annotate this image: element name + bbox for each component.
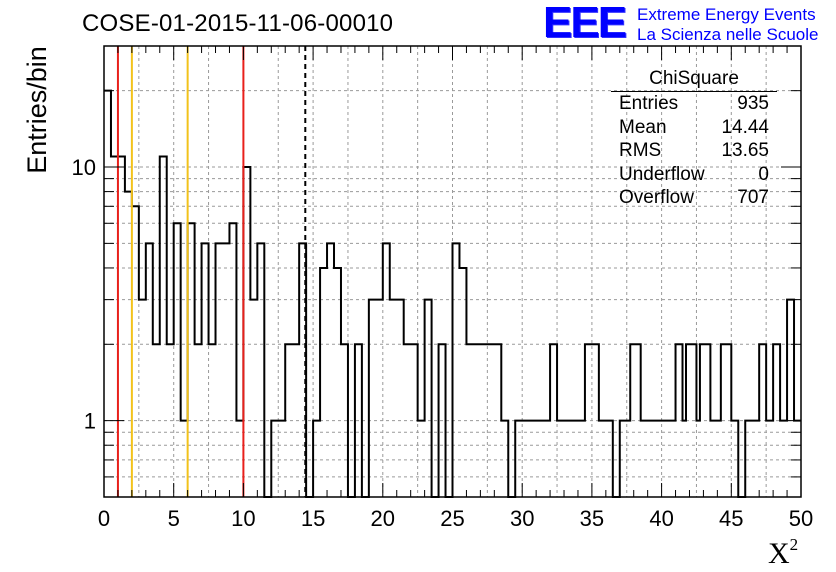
x-tick-label: 50 — [789, 506, 813, 531]
x-axis-label: X2 — [768, 535, 799, 571]
x-tick-label: 45 — [719, 506, 743, 531]
stats-label: Entries — [619, 93, 679, 114]
stats-row-entries: Entries 935 — [611, 92, 777, 116]
stats-value: 14.44 — [721, 116, 769, 138]
histogram-series — [104, 89, 801, 498]
logo-line-2: La Scienza nelle Scuole — [637, 25, 819, 44]
stats-label: Underflow — [619, 163, 705, 185]
y-tick-label: 10 — [72, 155, 96, 180]
x-tick-label: 30 — [510, 506, 534, 531]
x-tick-label: 15 — [301, 506, 325, 531]
stats-box: ChiSquare Entries 935 Mean 14.44 RMS 13.… — [611, 67, 777, 210]
stats-value: 935 — [737, 93, 769, 114]
x-tick-label: 10 — [231, 506, 255, 531]
x-tick-label: 5 — [168, 506, 180, 531]
x-tick-label: 25 — [440, 506, 464, 531]
x-tick-label: 40 — [649, 506, 673, 531]
x-axis-label-base: X — [768, 537, 790, 570]
x-tick-label: 35 — [580, 506, 604, 531]
y-tick-label: 1 — [84, 409, 96, 434]
stats-row-rms: RMS 13.65 — [611, 139, 777, 163]
stats-row-mean: Mean 14.44 — [611, 116, 777, 140]
x-tick-label: 20 — [371, 506, 395, 531]
stats-value: 707 — [737, 187, 769, 208]
eee-logo: EEE Extreme Energy Events La Scienza nel… — [543, 0, 833, 47]
stats-label: Mean — [619, 116, 667, 138]
stats-row-underflow: Underflow 0 — [611, 163, 777, 187]
stats-value: 13.65 — [721, 140, 769, 161]
stats-title: ChiSquare — [611, 67, 777, 92]
stats-label: Overflow — [619, 187, 694, 208]
chart-title: COSE-01-2015-11-06-00010 — [82, 10, 394, 37]
x-axis-label-superscript: 2 — [789, 535, 799, 554]
stats-label: RMS — [619, 140, 662, 161]
stats-row-overflow: Overflow 707 — [611, 186, 777, 210]
x-tick-label: 0 — [98, 506, 110, 531]
logo-line-1: Extreme Energy Events — [637, 5, 816, 24]
eee-logo-mark: EEE — [543, 0, 627, 47]
stats-value: 0 — [758, 163, 769, 185]
y-axis-label: Entries/bin — [22, 46, 52, 174]
